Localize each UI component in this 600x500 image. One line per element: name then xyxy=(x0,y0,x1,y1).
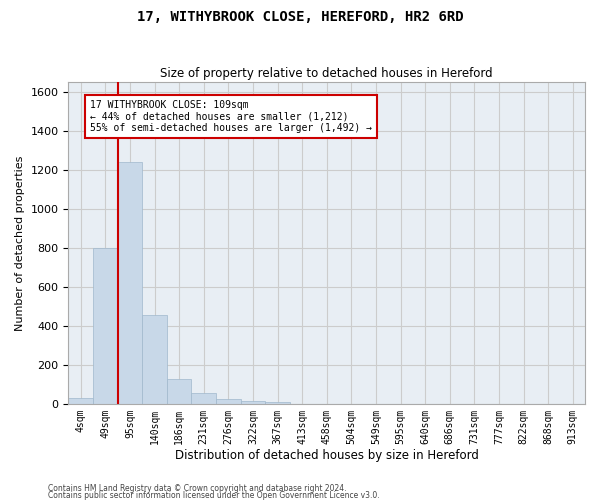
Title: Size of property relative to detached houses in Hereford: Size of property relative to detached ho… xyxy=(160,66,493,80)
Y-axis label: Number of detached properties: Number of detached properties xyxy=(15,156,25,330)
Text: 17, WITHYBROOK CLOSE, HEREFORD, HR2 6RD: 17, WITHYBROOK CLOSE, HEREFORD, HR2 6RD xyxy=(137,10,463,24)
Bar xyxy=(93,248,118,404)
Bar xyxy=(241,402,265,404)
Text: Contains public sector information licensed under the Open Government Licence v3: Contains public sector information licen… xyxy=(48,491,380,500)
Bar xyxy=(142,315,167,404)
Bar xyxy=(265,402,290,404)
Bar xyxy=(191,393,216,404)
Text: 17 WITHYBROOK CLOSE: 109sqm
← 44% of detached houses are smaller (1,212)
55% of : 17 WITHYBROOK CLOSE: 109sqm ← 44% of det… xyxy=(90,100,372,133)
Text: Contains HM Land Registry data © Crown copyright and database right 2024.: Contains HM Land Registry data © Crown c… xyxy=(48,484,347,493)
Bar xyxy=(167,380,191,404)
Bar xyxy=(216,399,241,404)
Bar xyxy=(118,162,142,404)
Bar xyxy=(68,398,93,404)
X-axis label: Distribution of detached houses by size in Hereford: Distribution of detached houses by size … xyxy=(175,450,479,462)
